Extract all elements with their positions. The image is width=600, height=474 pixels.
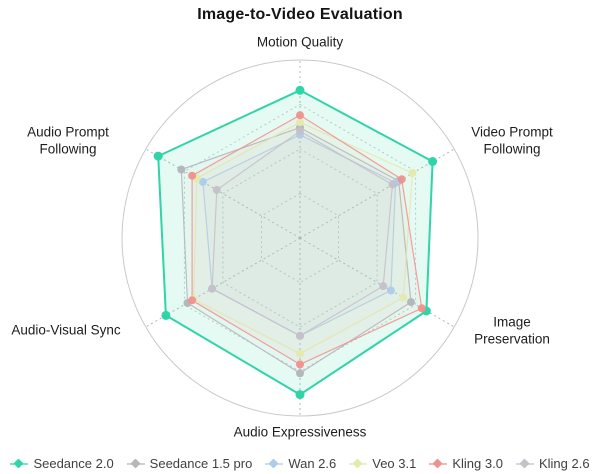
series-marker — [198, 177, 207, 186]
series-marker — [379, 282, 388, 291]
axis-label-video-prompt-following: Video Prompt Following — [471, 124, 553, 156]
axis-label-image-preservation: Image Preservation — [474, 314, 550, 346]
series-marker — [153, 151, 163, 161]
series-marker — [417, 304, 426, 313]
series-marker — [296, 349, 304, 358]
series-marker — [161, 310, 171, 320]
legend-item-kling-3-0[interactable]: Kling 3.0 — [429, 456, 503, 471]
legend-item-label: Seedance 2.0 — [33, 456, 114, 471]
series-marker — [399, 293, 408, 302]
axis-label-audio-prompt-following: Audio Prompt Following — [27, 124, 109, 156]
series-marker — [188, 296, 197, 305]
series-marker — [177, 165, 186, 174]
legend-item-seedance-2-0[interactable]: Seedance 2.0 — [10, 456, 114, 471]
series-marker — [208, 284, 217, 293]
legend-item-wan-2-6[interactable]: Wan 2.6 — [265, 456, 336, 471]
grid-hexagon — [222, 148, 378, 328]
legend-item-label: Seedance 1.5 pro — [149, 456, 253, 471]
outer-circle — [121, 59, 479, 417]
chart-legend: Seedance 2.0 Seedance 1.5 pro Wan 2.6 Veo 3… — [0, 456, 600, 471]
legend-item-kling-2-6[interactable]: Kling 2.6 — [515, 456, 590, 471]
legend-item-seedance-1-5-pro[interactable]: Seedance 1.5 pro — [126, 456, 253, 471]
legend-marker-icon — [349, 458, 368, 469]
series-marker — [386, 286, 395, 295]
axis-label-audio-expressiveness: Audio Expressiveness — [233, 424, 367, 440]
chart-title: Image-to-Video Evaluation — [197, 6, 403, 23]
legend-marker-icon — [515, 458, 534, 469]
legend-item-label: Veo 3.1 — [372, 456, 417, 471]
series-marker — [296, 331, 304, 340]
axis-label-motion-quality: Motion Quality — [256, 34, 344, 50]
series-marker — [295, 85, 305, 95]
legend-marker-icon — [265, 458, 284, 469]
series-marker — [408, 169, 417, 177]
series-marker — [296, 369, 304, 378]
series-marker — [188, 171, 197, 180]
series-marker — [397, 175, 406, 184]
legend-item-label: Kling 2.6 — [538, 456, 590, 471]
series-marker — [296, 127, 304, 136]
legend-marker-icon — [10, 458, 29, 469]
legend-marker-icon — [429, 458, 448, 469]
series-marker — [296, 111, 304, 120]
axis-label-audio-visual-sync: Audio-Visual Sync — [11, 322, 121, 338]
series-marker — [295, 390, 305, 400]
legend-item-veo-3-1[interactable]: Veo 3.1 — [349, 456, 416, 471]
series-marker — [407, 298, 415, 307]
legend-item-label: Wan 2.6 — [288, 456, 337, 471]
series-marker — [428, 157, 438, 166]
series-marker — [212, 185, 221, 194]
series-marker — [296, 360, 304, 369]
legend-item-label: Kling 3.0 — [452, 456, 503, 471]
legend-marker-icon — [126, 458, 145, 469]
series-marker — [296, 118, 304, 127]
series-marker — [388, 180, 397, 189]
